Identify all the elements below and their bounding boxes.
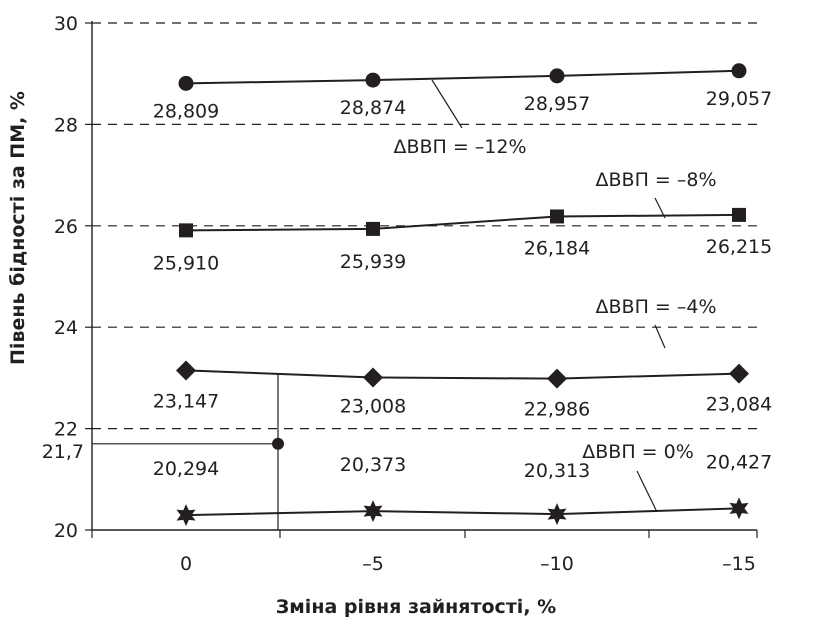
series-line — [185, 507, 740, 517]
star-marker — [176, 504, 196, 527]
diamond-marker — [363, 367, 383, 388]
series-3: 23,147 23,008 22,986 23,084 ΔВВП = –4% — [153, 296, 772, 421]
annotation-point — [272, 437, 284, 450]
star-marker — [363, 500, 383, 523]
series-name-label: ΔВВП = 0% — [582, 441, 694, 463]
series-line — [185, 213, 740, 232]
data-label: 23,147 — [153, 390, 219, 412]
circle-marker — [731, 63, 747, 79]
data-label: 20,294 — [153, 458, 219, 480]
y-tick-label: 22 — [54, 419, 78, 441]
series-2: 25,910 25,939 26,184 26,215 ΔВВП = –8% — [153, 169, 772, 274]
diamond-marker — [176, 360, 196, 381]
series-name-label: ΔВВП = –8% — [596, 169, 717, 191]
data-label: 25,910 — [153, 252, 219, 274]
series-name-label: ΔВВП = –12% — [393, 136, 526, 158]
diamond-marker — [729, 363, 749, 384]
diamond-marker — [547, 368, 567, 389]
data-label: 28,957 — [524, 93, 590, 115]
data-label: 26,184 — [524, 238, 590, 260]
y-tick-label: 20 — [54, 520, 78, 542]
x-tick-label: –5 — [362, 553, 384, 575]
data-label: 20,427 — [706, 451, 772, 473]
square-marker — [179, 223, 193, 238]
x-tick-label: –15 — [722, 553, 756, 575]
y-tick-label: 24 — [54, 317, 78, 339]
data-label: 20,373 — [340, 454, 406, 476]
series-4: 20,294 20,373 20,313 20,427 ΔВВП = 0% — [153, 441, 772, 527]
star-marker — [547, 503, 567, 526]
square-marker — [366, 221, 380, 236]
callout-line — [654, 197, 666, 219]
x-axis-title: Зміна рівня зайнятості, % — [276, 596, 556, 618]
annotation-label: 21,7 — [42, 441, 84, 463]
data-label: 22,986 — [524, 399, 590, 421]
circle-marker — [178, 75, 194, 91]
data-label: 29,057 — [706, 88, 772, 110]
data-label: 26,215 — [706, 236, 772, 258]
square-marker — [550, 209, 564, 224]
data-label: 20,313 — [524, 460, 590, 482]
axes: 20 22 24 26 28 30 0 –5 –10 –15 — [54, 13, 758, 575]
callout-line — [636, 470, 658, 513]
y-tick-label: 26 — [54, 216, 78, 238]
series-line — [185, 69, 740, 85]
data-label: 23,008 — [340, 396, 406, 418]
x-tick-label: 0 — [180, 553, 192, 575]
data-label: 25,939 — [340, 251, 406, 273]
callout-line — [431, 79, 463, 129]
series-1: 28,809 28,874 28,957 29,057 ΔВВП = –12% — [153, 63, 772, 158]
x-tick-label: –10 — [540, 553, 574, 575]
circle-marker — [365, 72, 381, 88]
y-tick-label: 30 — [54, 13, 78, 35]
series-name-label: ΔВВП = –4% — [596, 296, 717, 318]
y-tick-label: 28 — [54, 114, 78, 136]
circle-marker — [549, 68, 565, 84]
star-marker — [729, 497, 749, 520]
data-label: 23,084 — [706, 394, 772, 416]
callout-line — [654, 324, 666, 349]
annotation: 21,7 — [42, 373, 284, 530]
square-marker — [732, 207, 746, 222]
series: 28,809 28,874 28,957 29,057 ΔВВП = –12% 25,91… — [153, 63, 772, 527]
y-axis-title: Півень бідності за ПМ, % — [7, 91, 29, 365]
data-label: 28,809 — [153, 100, 219, 122]
series-line — [185, 369, 740, 380]
data-label: 28,874 — [340, 97, 406, 119]
